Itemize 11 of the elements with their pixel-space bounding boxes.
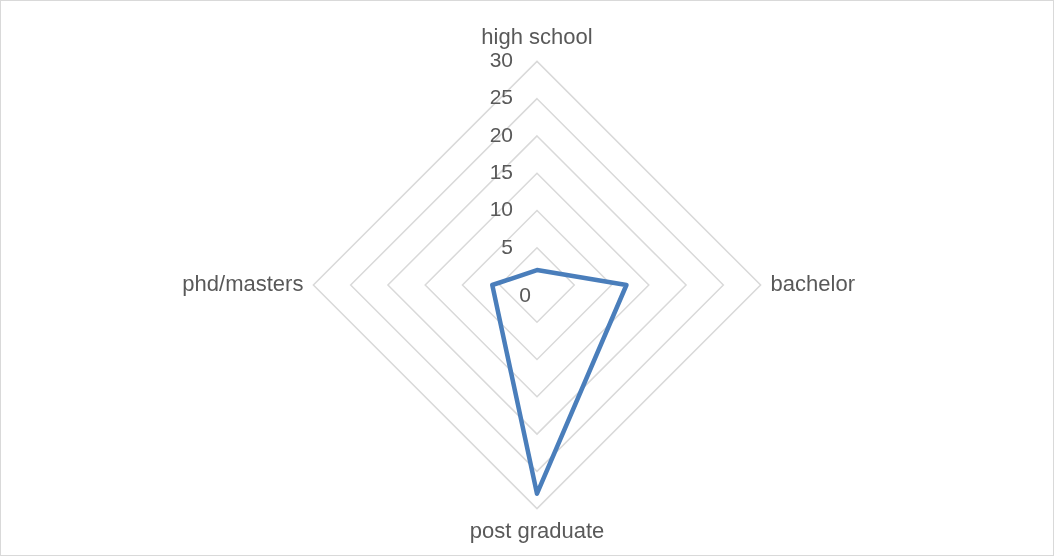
spoke-label: post graduate [469,517,605,543]
y-tick-label: 5 [501,234,513,258]
y-tick-label: 15 [489,160,513,183]
y-tick-label: 25 [489,85,513,109]
spoke-label: bachelor [770,271,855,297]
y-tick-label: 20 [489,122,513,146]
y-tick-label: 30 [489,48,513,72]
y-tick-label: 0 [519,283,531,307]
y-tick-label: 10 [489,197,513,221]
spoke-label: phd/masters [182,271,304,297]
spoke-label: high school [481,24,593,50]
